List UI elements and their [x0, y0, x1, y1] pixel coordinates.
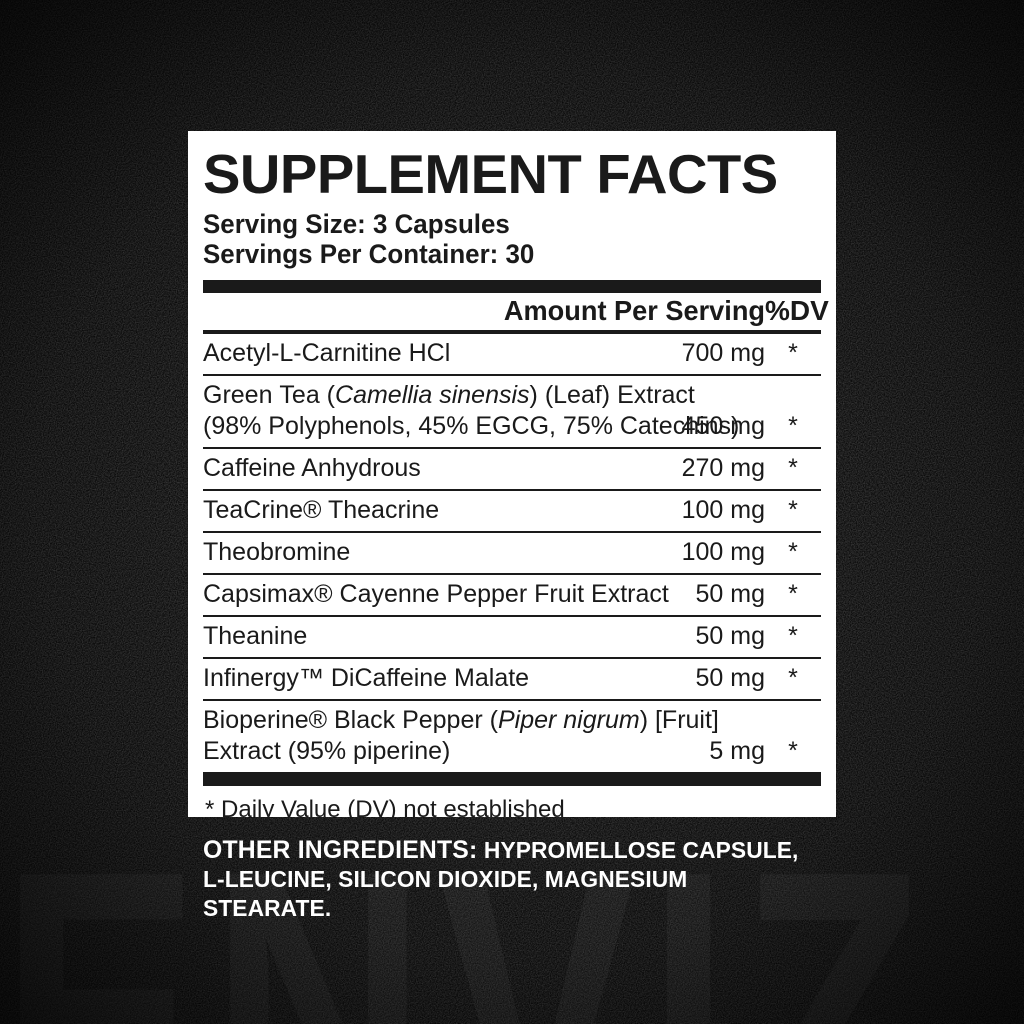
table-row: TeaCrine® Theacrine 100 mg * — [203, 491, 821, 531]
header-rule-row — [203, 330, 822, 334]
table-row: Capsimax® Cayenne Pepper Fruit Extract 5… — [203, 575, 821, 615]
row-separator — [203, 573, 822, 575]
ingredient-amount: 50 mg — [695, 580, 766, 608]
ingredient-dv: * — [788, 454, 798, 482]
ingredient-dv: * — [788, 339, 798, 367]
ingredient-amount: 450 mg — [681, 412, 766, 440]
ingredient-amount: 100 mg — [681, 496, 766, 524]
ingredient-name-line-1: Bioperine® Black Pepper (Piper nigrum) [… — [203, 706, 719, 734]
table-row: Acetyl-L-Carnitine HCl 700 mg * — [203, 334, 821, 374]
row-separator — [203, 615, 822, 617]
ingredient-dv: * — [788, 664, 798, 692]
column-header-amount-per-serving: Amount Per Serving — [503, 295, 766, 326]
row-separator — [203, 374, 822, 376]
table-row: Theobromine 100 mg * — [203, 533, 821, 573]
servings-per-container: Servings Per Container: 30 — [203, 239, 535, 269]
supplement-facts-table-body: Amount Per Serving %DV Acetyl-L-Carnitin… — [203, 293, 829, 772]
ingredient-name: Acetyl-L-Carnitine HCl — [203, 339, 451, 367]
ingredient-amount: 50 mg — [695, 622, 766, 650]
table-row: Bioperine® Black Pepper (Piper nigrum) [… — [203, 701, 821, 772]
ingredient-name-line-1: Green Tea (Camellia sinensis) (Leaf) Ext… — [203, 381, 695, 409]
row-separator — [203, 489, 822, 491]
ingredient-dv: * — [788, 412, 798, 440]
ingredient-amount: 5 mg — [709, 737, 766, 765]
ingredient-dv: * — [788, 580, 798, 608]
ingredient-latin-name: Camellia sinensis — [335, 381, 530, 409]
footer-thick-bar — [203, 772, 821, 786]
header-thick-bar — [203, 280, 821, 293]
page-title: SUPPLEMENT FACTS — [203, 143, 778, 205]
ingredient-name: Bioperine® Black Pepper (Piper nigrum) [… — [203, 701, 719, 772]
column-header-percent-dv: %DV — [765, 295, 829, 326]
ingredient-dv: * — [788, 538, 798, 566]
ingredient-latin-name: Piper nigrum — [497, 706, 640, 734]
table-row: Caffeine Anhydrous 270 mg * — [203, 449, 821, 489]
supplement-facts-table: Amount Per Serving %DV Acetyl-L-Carnitin… — [203, 293, 829, 772]
ingredient-name-line-2: (98% Polyphenols, 45% EGCG, 75% Catechin… — [203, 412, 740, 440]
ingredient-name: Green Tea (Camellia sinensis) (Leaf) Ext… — [203, 376, 740, 447]
ingredient-name: Infinergy™ DiCaffeine Malate — [203, 664, 530, 692]
ingredient-name: TeaCrine® Theacrine — [203, 496, 440, 524]
ingredient-name: Capsimax® Cayenne Pepper Fruit Extract — [203, 580, 669, 608]
table-row: Green Tea (Camellia sinensis) (Leaf) Ext… — [203, 376, 821, 447]
other-ingredients-label: OTHER INGREDIENTS: — [203, 836, 478, 864]
ingredient-name: Theobromine — [203, 538, 351, 566]
ingredient-amount: 100 mg — [681, 538, 766, 566]
ingredient-amount: 270 mg — [681, 454, 766, 482]
other-ingredients-section: OTHER INGREDIENTS: HYPROMELLOSE CAPSULE,… — [203, 836, 817, 923]
ingredient-name: Theanine — [203, 622, 308, 650]
row-separator — [203, 657, 822, 659]
ingredient-name: Caffeine Anhydrous — [203, 454, 421, 482]
ingredient-dv: * — [788, 622, 798, 650]
table-row: Theanine 50 mg * — [203, 617, 821, 657]
header-rule — [203, 330, 822, 334]
row-separator — [203, 447, 822, 449]
ingredient-dv: * — [788, 496, 798, 524]
row-separator — [203, 531, 822, 533]
ingredient-dv: * — [788, 737, 798, 765]
table-row: Infinergy™ DiCaffeine Malate 50 mg * — [203, 659, 821, 699]
other-ingredients-list: HYPROMELLOSE CAPSULE, L-LEUCINE, SILICON… — [203, 837, 799, 921]
supplement-facts-panel: SUPPLEMENT FACTS Serving Size: 3 Capsule… — [188, 131, 836, 823]
serving-info: Serving Size: 3 Capsules Servings Per Co… — [203, 202, 821, 269]
daily-value-footnote: * Daily Value (DV) not established — [205, 796, 565, 823]
table-header-row: Amount Per Serving %DV — [203, 293, 829, 330]
ingredient-amount: 50 mg — [695, 664, 766, 692]
row-separator — [203, 699, 822, 701]
ingredient-amount: 700 mg — [681, 339, 766, 367]
serving-size: Serving Size: 3 Capsules — [203, 209, 510, 239]
ingredient-name-line-2: Extract (95% piperine) — [203, 737, 451, 765]
